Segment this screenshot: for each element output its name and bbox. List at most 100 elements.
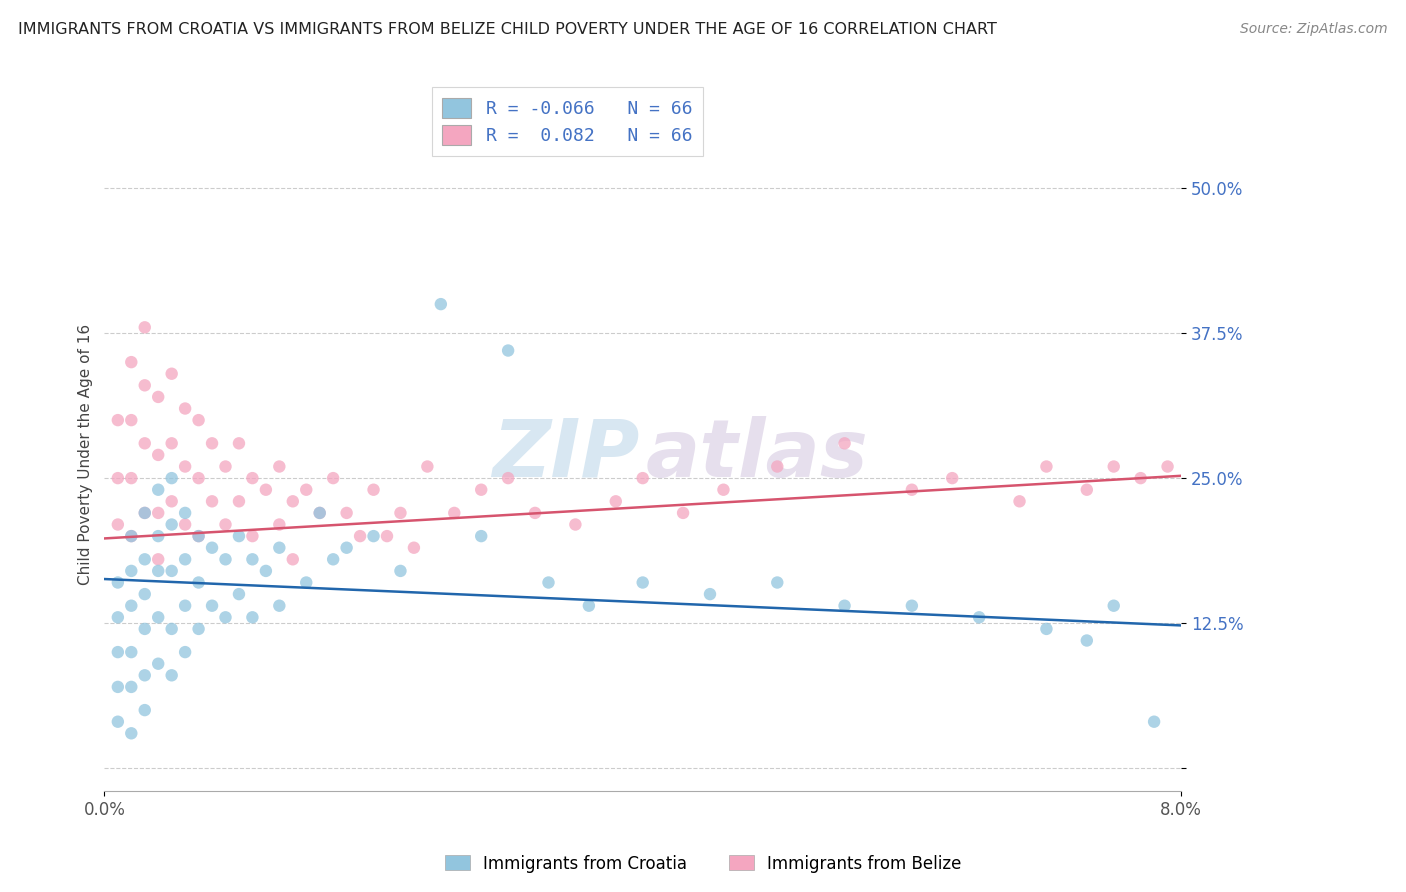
Point [148,506,170,520]
Point [148,610,170,624]
Point [322,552,344,566]
Point [699,587,721,601]
Text: Source: ZipAtlas.com: Source: ZipAtlas.com [1240,22,1388,37]
Point [134,587,156,601]
Legend: Immigrants from Croatia, Immigrants from Belize: Immigrants from Croatia, Immigrants from… [439,848,967,880]
Point [242,610,264,624]
Point [363,529,385,543]
Point [187,471,209,485]
Point [254,564,277,578]
Point [1035,459,1057,474]
Point [120,413,142,427]
Point [308,506,330,520]
Point [174,459,197,474]
Point [1076,483,1098,497]
Point [134,703,156,717]
Point [228,494,250,508]
Point [187,529,209,543]
Point [349,529,371,543]
Point [496,343,519,358]
Point [120,529,142,543]
Point [228,529,250,543]
Point [967,610,990,624]
Point [148,483,170,497]
Point [107,575,129,590]
Point [269,599,291,613]
Point [443,506,465,520]
Point [564,517,586,532]
Point [174,517,197,532]
Point [120,599,142,613]
Point [269,541,291,555]
Point [107,645,129,659]
Point [901,599,924,613]
Point [295,483,318,497]
Point [160,494,183,508]
Point [834,599,856,613]
Point [1102,459,1125,474]
Point [537,575,560,590]
Point [120,726,142,740]
Point [496,471,519,485]
Point [134,552,156,566]
Point [187,529,209,543]
Point [201,494,224,508]
Text: ZIP: ZIP [492,416,640,494]
Point [120,680,142,694]
Point [174,506,197,520]
Point [187,413,209,427]
Point [148,552,170,566]
Point [107,413,129,427]
Point [470,529,492,543]
Point [134,668,156,682]
Point [107,714,129,729]
Point [174,599,197,613]
Point [228,436,250,450]
Point [160,668,183,682]
Point [160,622,183,636]
Point [941,471,963,485]
Point [214,552,236,566]
Point [524,506,547,520]
Point [120,471,142,485]
Point [120,529,142,543]
Point [242,471,264,485]
Point [336,506,359,520]
Point [1156,459,1178,474]
Point [375,529,398,543]
Point [578,599,600,613]
Point [120,564,142,578]
Point [363,483,385,497]
Point [834,436,856,450]
Point [107,471,129,485]
Point [148,529,170,543]
Point [174,645,197,659]
Y-axis label: Child Poverty Under the Age of 16: Child Poverty Under the Age of 16 [79,325,93,585]
Point [160,471,183,485]
Point [148,448,170,462]
Point [672,506,695,520]
Text: IMMIGRANTS FROM CROATIA VS IMMIGRANTS FROM BELIZE CHILD POVERTY UNDER THE AGE OF: IMMIGRANTS FROM CROATIA VS IMMIGRANTS FR… [18,22,997,37]
Point [242,552,264,566]
Point [766,575,789,590]
Point [148,657,170,671]
Point [134,506,156,520]
Point [322,471,344,485]
Point [281,494,304,508]
Point [228,587,250,601]
Point [416,459,439,474]
Point [1076,633,1098,648]
Point [201,436,224,450]
Point [269,459,291,474]
Point [148,564,170,578]
Point [1143,714,1166,729]
Point [120,355,142,369]
Point [174,552,197,566]
Point [134,320,156,334]
Point [1102,599,1125,613]
Point [120,645,142,659]
Point [281,552,304,566]
Point [134,622,156,636]
Point [160,436,183,450]
Point [766,459,789,474]
